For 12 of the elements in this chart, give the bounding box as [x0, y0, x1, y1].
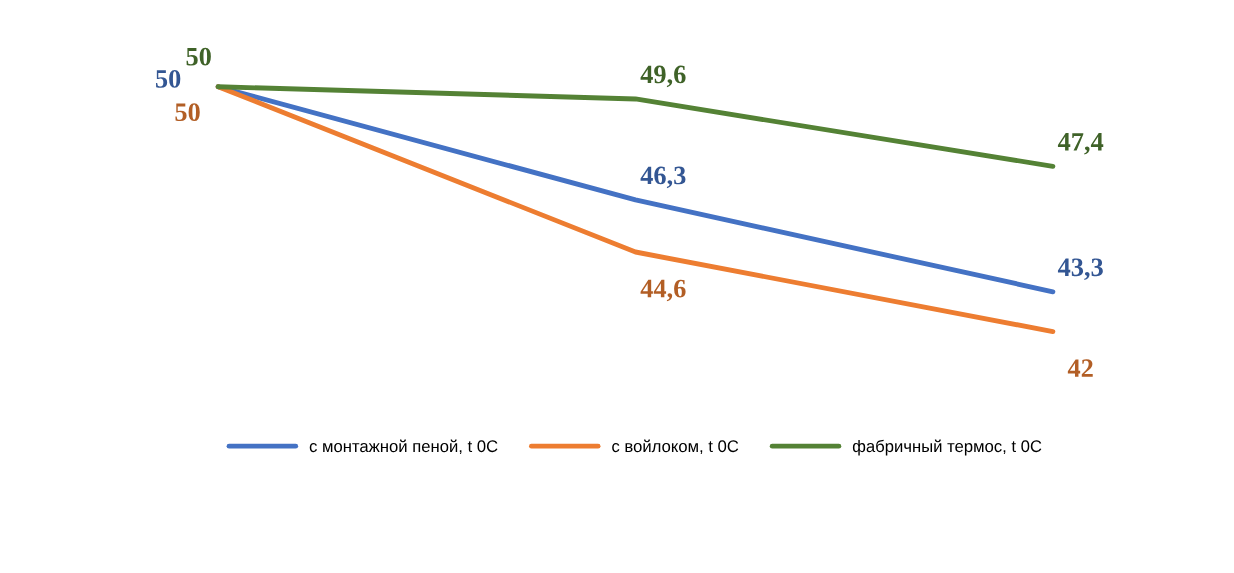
- data-label: 47,4: [1057, 133, 1104, 155]
- data-label: 50: [155, 69, 181, 88]
- data-label: 43,3: [1057, 258, 1103, 280]
- data-label: 46,3: [640, 166, 686, 189]
- legend-label: фабричный термос, t 0C: [852, 439, 1042, 456]
- data-label: 49,6: [640, 65, 686, 88]
- data-label: 42: [1067, 359, 1093, 377]
- legend-label: с войлоком, t 0C: [612, 439, 739, 455]
- data-label: 50: [175, 103, 200, 122]
- legend-label: с монтажной пеной, t 0C: [309, 439, 498, 455]
- data-label: 44,6: [640, 279, 686, 302]
- data-label: 50: [186, 47, 211, 66]
